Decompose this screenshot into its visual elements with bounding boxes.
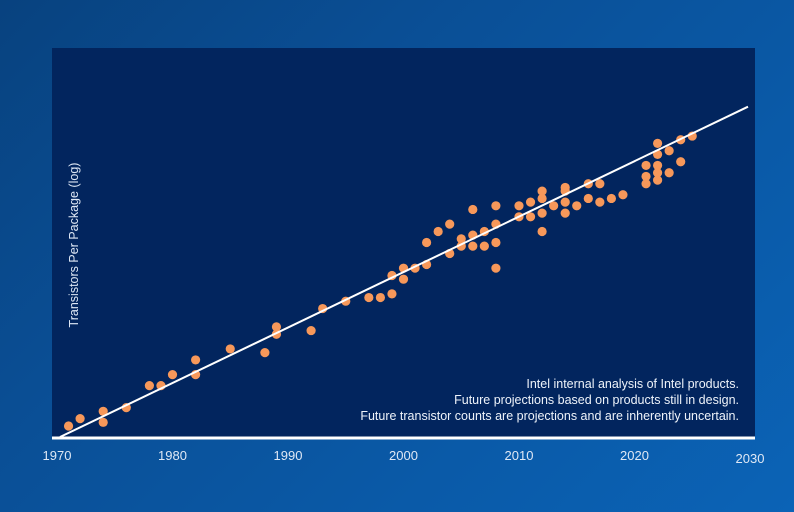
data-point <box>514 201 524 211</box>
data-point <box>618 190 628 200</box>
data-point <box>63 421 74 431</box>
data-points <box>63 131 697 431</box>
data-point <box>572 201 582 211</box>
y-axis-label: Transistors Per Package (log) <box>67 163 81 328</box>
x-tick-label: 2010 <box>505 448 534 463</box>
data-point <box>191 355 201 365</box>
data-point <box>375 292 385 303</box>
data-point <box>583 193 593 204</box>
footnote: Intel internal analysis of Intel product… <box>360 376 739 424</box>
footnote-line: Future transistor counts are projections… <box>360 409 739 423</box>
data-point <box>560 182 570 193</box>
data-point <box>653 138 663 148</box>
data-point <box>98 417 108 427</box>
data-point <box>422 237 432 248</box>
data-point <box>537 208 547 218</box>
data-point <box>271 322 282 332</box>
data-point <box>433 226 443 237</box>
data-point <box>653 175 663 185</box>
x-tick-label: 2030 <box>736 451 765 466</box>
data-point <box>664 168 674 178</box>
data-point <box>491 263 501 273</box>
data-point <box>641 160 651 171</box>
data-point <box>306 325 316 336</box>
data-point <box>98 406 108 416</box>
data-point <box>537 226 547 237</box>
data-point <box>676 157 686 167</box>
data-point <box>364 292 374 303</box>
data-point <box>549 201 559 211</box>
data-point <box>479 241 489 251</box>
data-point <box>398 274 409 284</box>
data-point <box>445 219 455 229</box>
data-point <box>537 193 547 204</box>
x-tick-label: 1990 <box>274 448 303 463</box>
data-point <box>260 347 270 358</box>
x-tick-label: 1980 <box>158 448 187 463</box>
data-point <box>525 197 536 207</box>
data-point <box>653 160 663 171</box>
data-point <box>468 204 478 215</box>
data-point <box>144 381 154 391</box>
data-point <box>75 414 85 424</box>
data-point <box>491 201 501 211</box>
data-point <box>491 237 501 248</box>
data-point <box>456 234 466 244</box>
x-tick-label: 2000 <box>389 448 418 463</box>
x-tick-label: 1970 <box>43 448 72 463</box>
data-point <box>560 208 570 218</box>
data-point <box>560 197 570 207</box>
data-point <box>387 289 397 299</box>
data-point <box>537 186 547 196</box>
x-axis-ticks: 1970 1980 1990 2000 2010 2020 2030 <box>43 448 765 466</box>
data-point <box>525 212 536 222</box>
trend-line <box>59 105 749 438</box>
data-point <box>595 179 605 189</box>
data-point <box>653 168 663 178</box>
data-point <box>664 146 674 156</box>
footnote-line: Future projections based on products sti… <box>454 393 739 407</box>
data-point <box>225 344 235 354</box>
footnote-line: Intel internal analysis of Intel product… <box>526 377 739 391</box>
data-point <box>167 370 178 380</box>
data-point <box>641 171 651 182</box>
data-point <box>606 193 617 204</box>
x-tick-label: 2020 <box>620 448 649 463</box>
data-point <box>641 179 651 189</box>
data-point <box>468 241 478 251</box>
data-point <box>595 197 605 207</box>
